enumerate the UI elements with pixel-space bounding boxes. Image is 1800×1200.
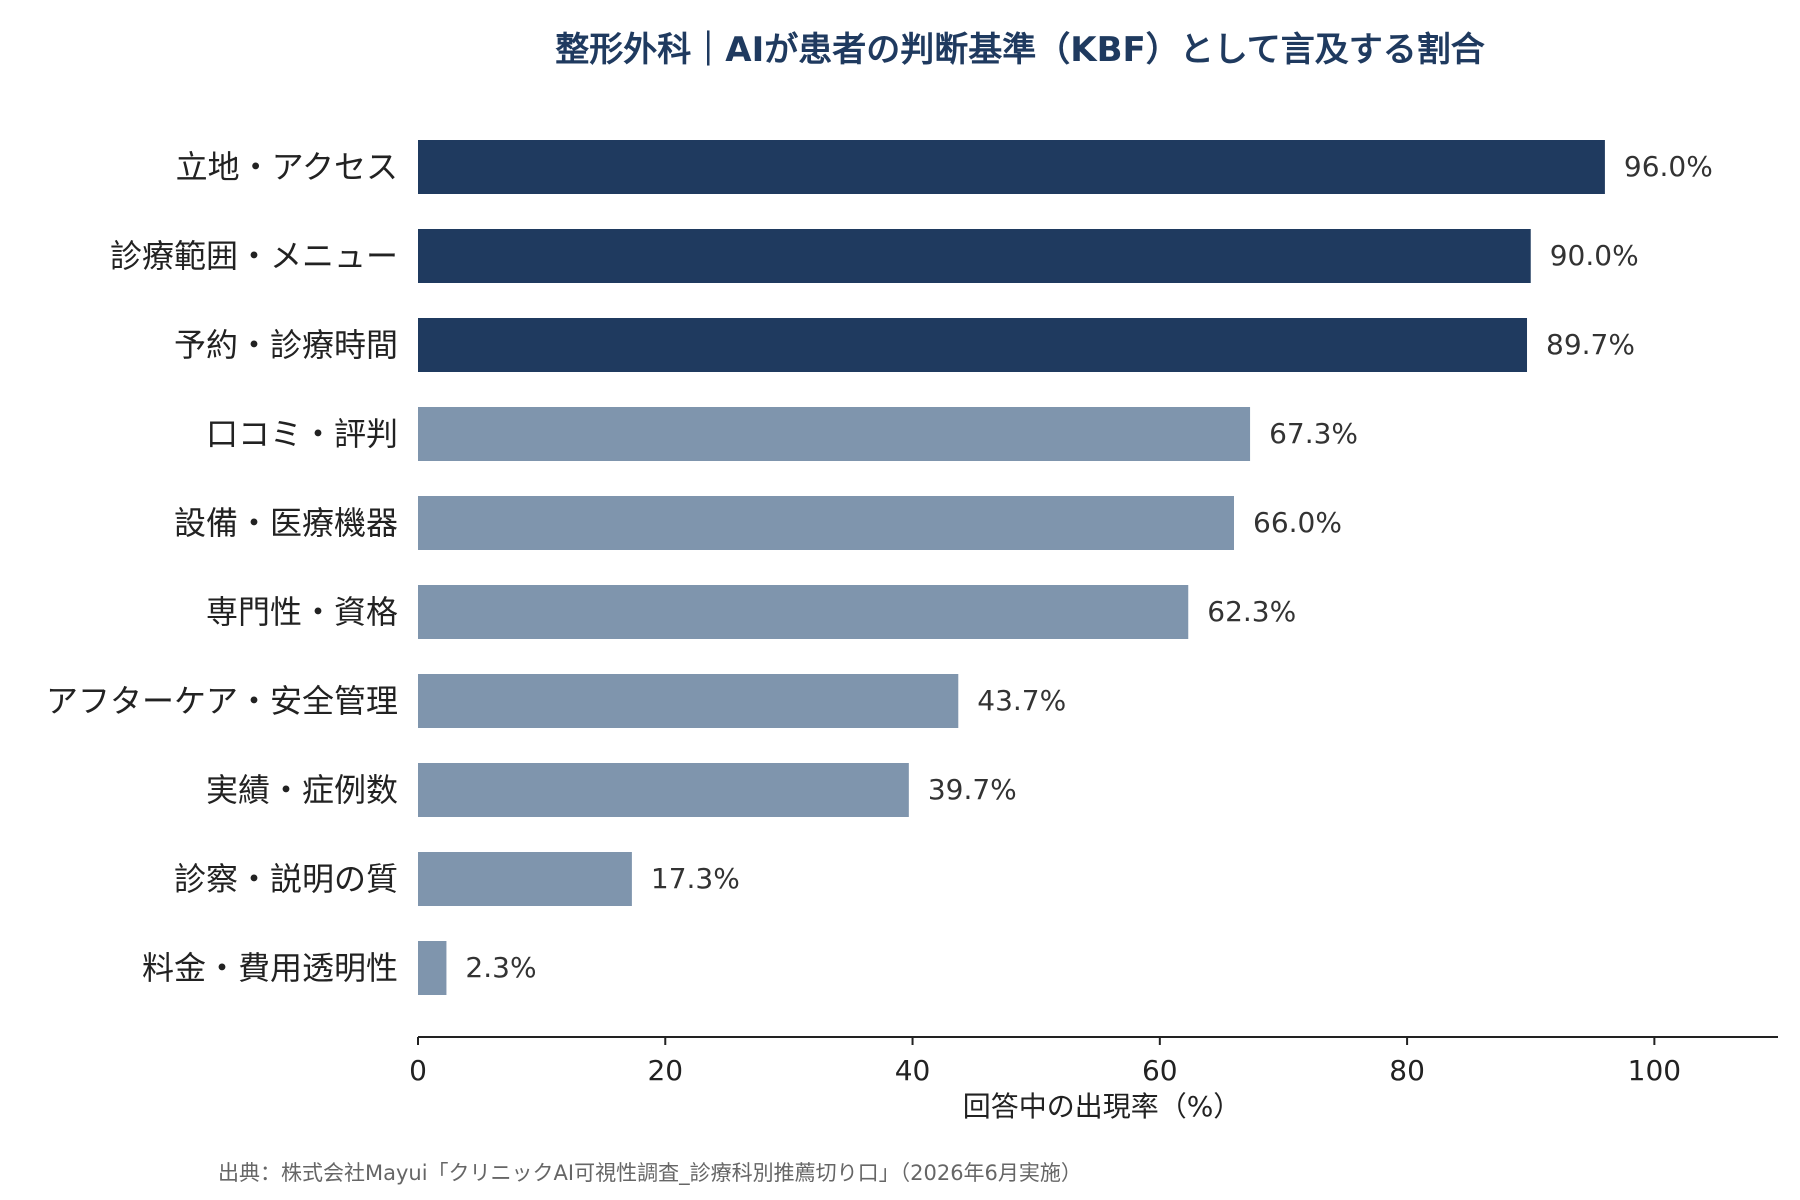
x-tick-label: 40: [895, 1054, 931, 1087]
bar-9: [418, 852, 632, 906]
bar-6: [418, 585, 1189, 639]
bar-7: [418, 674, 959, 728]
category-label: 専門性・資格: [206, 593, 398, 631]
bar-2: [418, 229, 1531, 283]
category-label: 立地・アクセス: [176, 148, 398, 186]
x-tick-label: 0: [409, 1054, 427, 1087]
data-label: 2.3%: [465, 951, 536, 984]
data-label: 96.0%: [1624, 150, 1713, 183]
x-tick-label: 100: [1628, 1054, 1681, 1087]
bar-1: [418, 140, 1605, 194]
category-label: 実績・症例数: [206, 771, 398, 809]
x-tick-label: 80: [1389, 1054, 1425, 1087]
data-label: 66.0%: [1253, 506, 1342, 539]
bar-10: [418, 941, 447, 995]
data-label: 43.7%: [977, 684, 1066, 717]
bar-3: [418, 318, 1528, 372]
data-label: 62.3%: [1207, 595, 1296, 628]
category-label: 口コミ・評判: [206, 415, 398, 453]
bars-layer: [418, 140, 1605, 995]
category-label: 料金・費用透明性: [142, 949, 398, 987]
source-note: 出典：株式会社Mayui「クリニックAI可視性調査_診療科別推薦切り口」（202…: [218, 1161, 1082, 1185]
data-label: 17.3%: [651, 862, 740, 895]
data-label: 67.3%: [1269, 417, 1358, 450]
category-label: 診療範囲・メニュー: [110, 237, 398, 275]
category-label: 予約・診療時間: [174, 326, 398, 364]
x-axis: 0 20 40 60 80 100: [409, 1036, 1778, 1087]
category-label: アフターケア・安全管理: [46, 682, 398, 720]
data-label: 89.7%: [1546, 328, 1635, 361]
x-axis-title: 回答中の出現率（%）: [963, 1090, 1242, 1123]
labels-layer: 立地・アクセス 96.0% 診療範囲・メニュー 90.0% 予約・診療時間 89.7% 口コ…: [46, 148, 1713, 987]
x-tick-label: 60: [1142, 1054, 1178, 1087]
bar-4: [418, 407, 1251, 461]
x-tick-label: 20: [647, 1054, 683, 1087]
category-label: 診察・説明の質: [174, 860, 398, 898]
chart-title: 整形外科｜AIが患者の判断基準（KBF）として言及する割合: [555, 30, 1485, 70]
bar-5: [418, 496, 1234, 550]
bar-8: [418, 763, 909, 817]
category-label: 設備・医療機器: [174, 504, 398, 542]
data-label: 90.0%: [1550, 239, 1639, 272]
data-label: 39.7%: [928, 773, 1017, 806]
